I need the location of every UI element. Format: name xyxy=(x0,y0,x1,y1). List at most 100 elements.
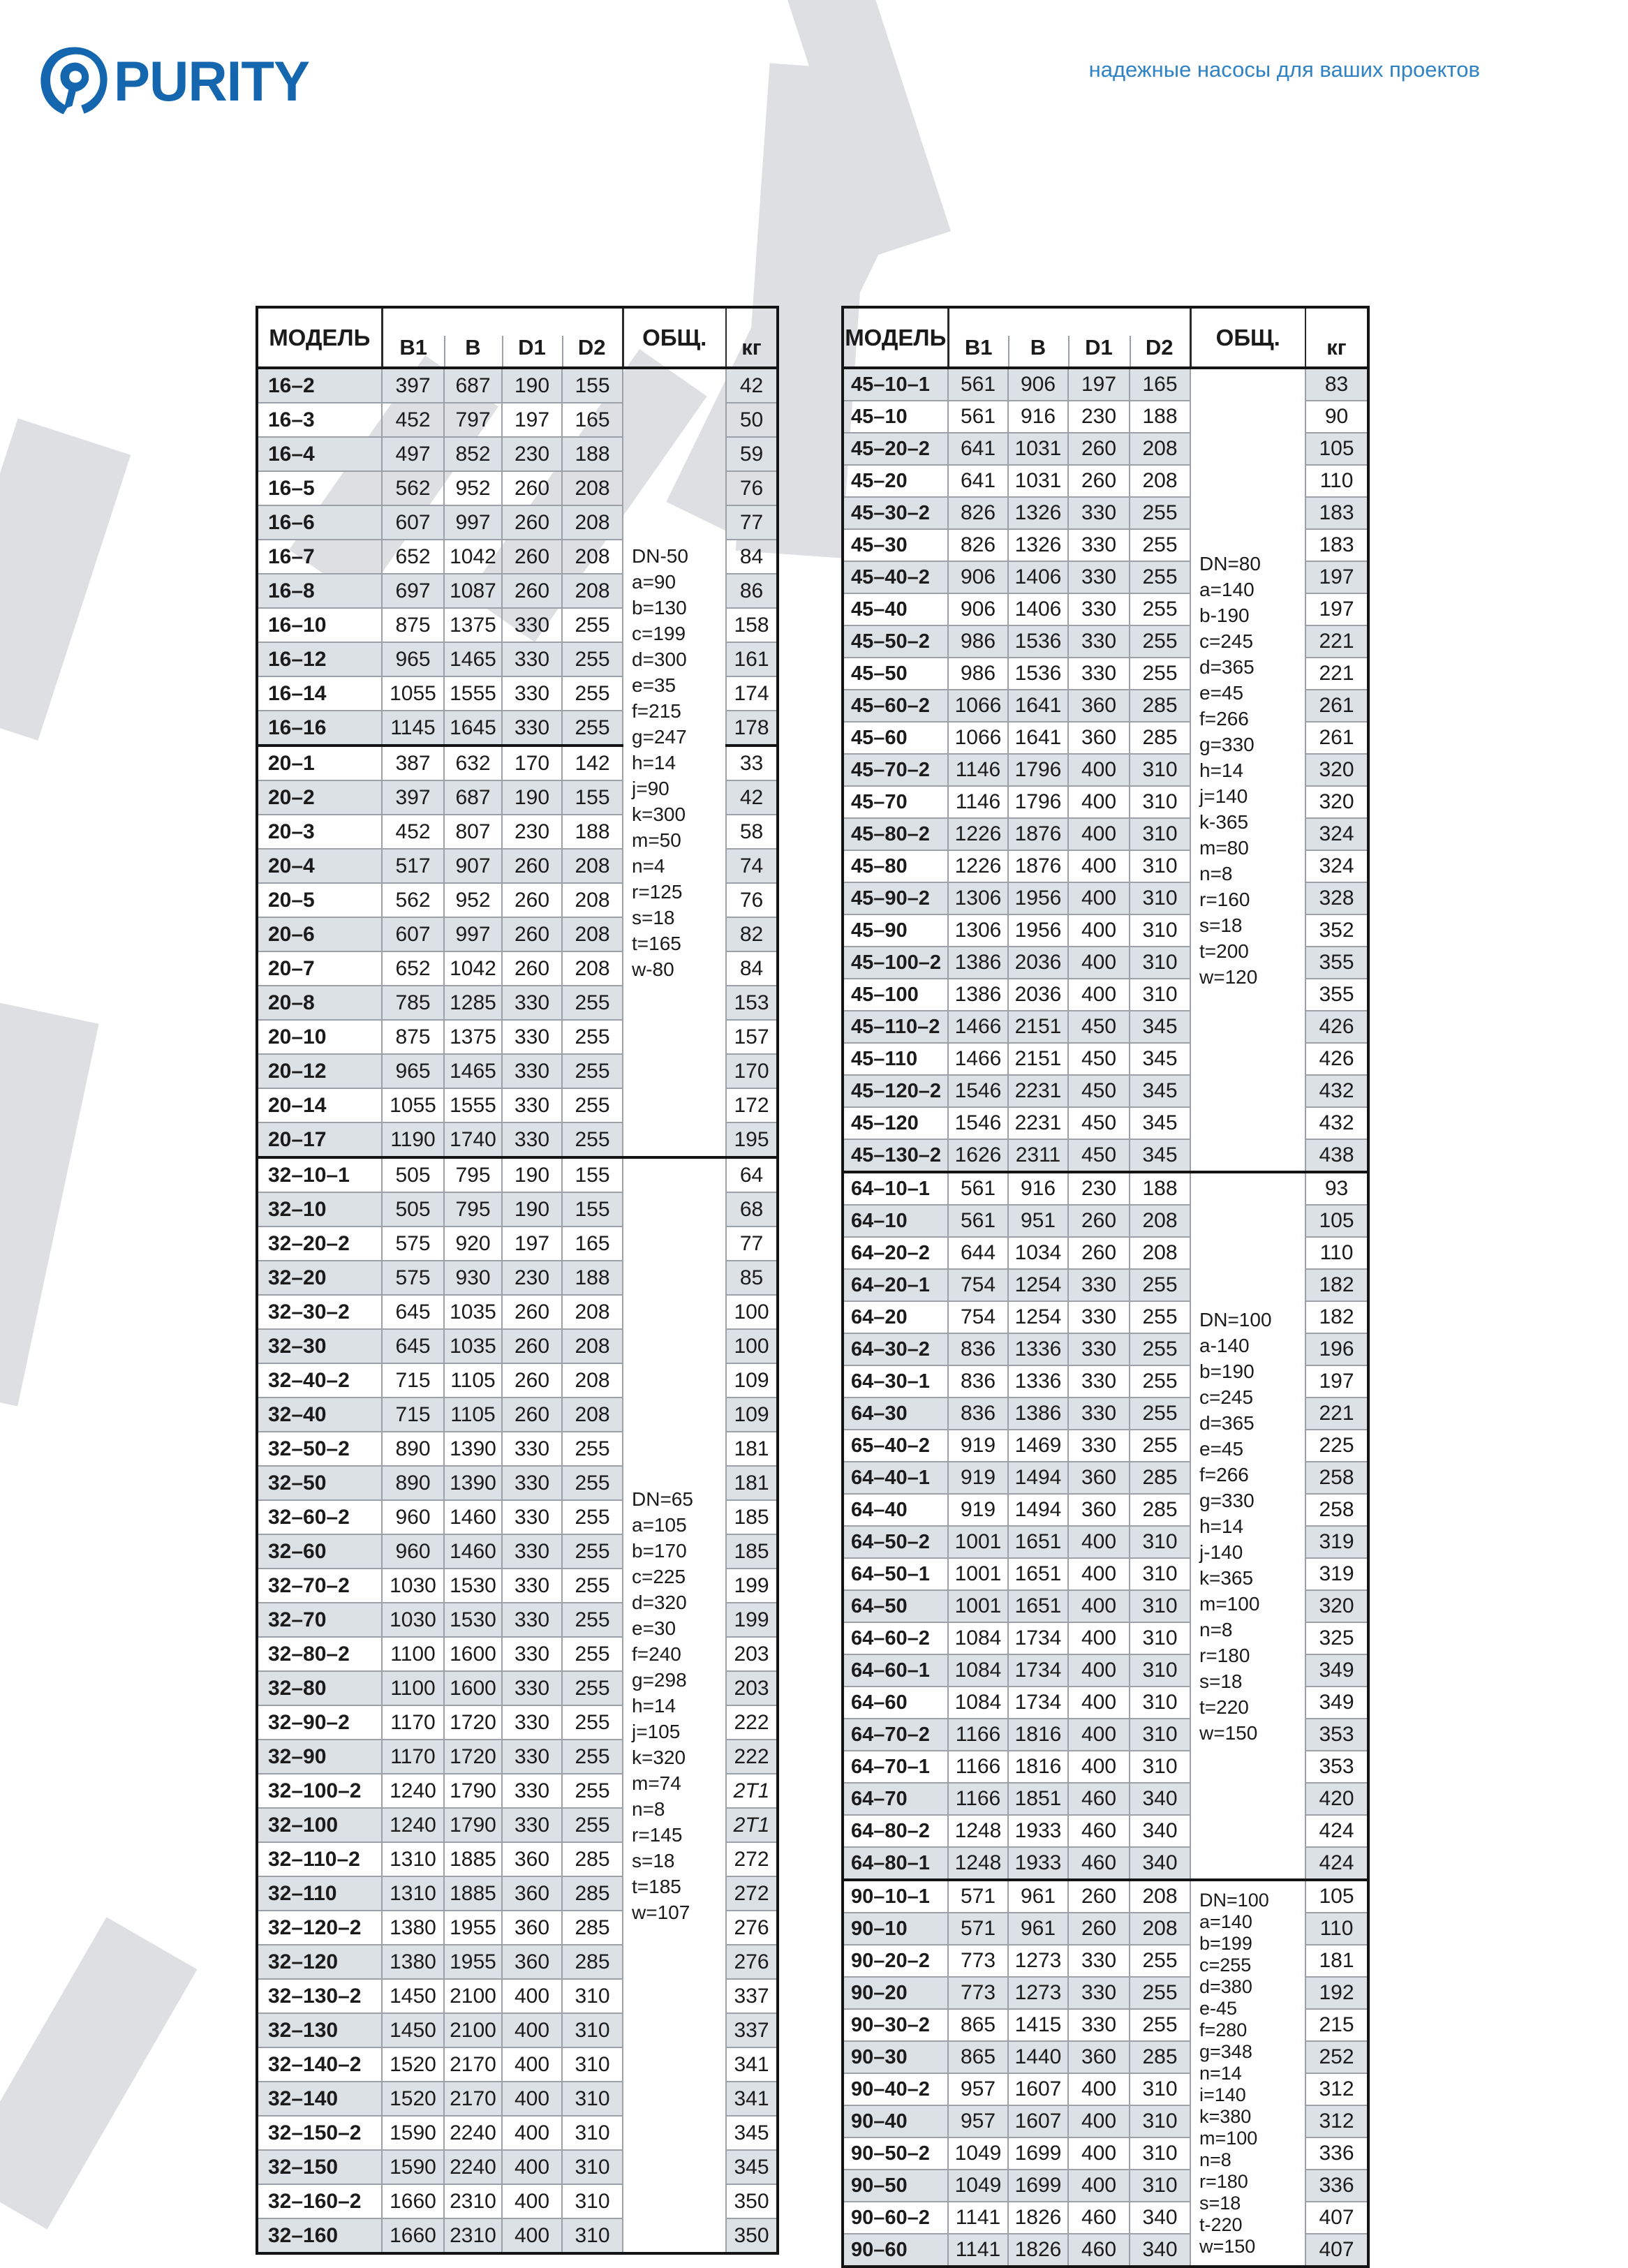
b1-cell: 1001 xyxy=(947,1525,1008,1558)
d1-cell: 330 xyxy=(1067,1429,1130,1462)
d2-cell: 255 xyxy=(1129,1944,1190,1977)
model-cell: 32–20 xyxy=(257,1260,382,1295)
d1-cell: 360 xyxy=(1067,2040,1130,2073)
d2-cell: 310 xyxy=(1129,1622,1190,1654)
table-row: 16–8 697 1087 260 208 86 xyxy=(257,573,778,608)
model-cell: 20–4 xyxy=(257,848,382,883)
b-cell: 1035 xyxy=(443,1328,502,1363)
d2-cell: 310 xyxy=(561,2149,623,2184)
table-row: 64–60 1084 1734 400 310 349 xyxy=(843,1686,1368,1719)
d2-cell: 310 xyxy=(561,2218,623,2253)
b1-cell: 965 xyxy=(381,642,444,676)
d1-cell: 190 xyxy=(501,780,562,815)
model-cell: 32–30 xyxy=(257,1328,382,1363)
watermark-stroke xyxy=(0,418,131,741)
model-cell: 64–60–1 xyxy=(843,1654,948,1687)
kg-cell: 85 xyxy=(725,1260,778,1295)
d1-cell: 400 xyxy=(501,2184,562,2218)
table-row: 64–30–1 836 1336 330 255 197 xyxy=(843,1365,1368,1398)
table-row: 20–14 1055 1555 330 255 172 xyxy=(257,1088,778,1122)
d1-cell: 360 xyxy=(501,1841,562,1876)
d1-cell: 230 xyxy=(501,1260,562,1295)
d1-cell: 260 xyxy=(501,539,562,574)
d2-cell: 255 xyxy=(561,1053,623,1088)
kg-cell: 438 xyxy=(1305,1139,1368,1172)
d1-cell: 400 xyxy=(1067,817,1130,850)
b1-cell: 497 xyxy=(381,436,444,471)
b-cell: 1375 xyxy=(443,607,502,642)
kg-cell: 349 xyxy=(1305,1686,1368,1719)
table-row: 45–120 1546 2231 450 345 432 xyxy=(843,1106,1368,1139)
d1-cell: 400 xyxy=(1067,2073,1130,2105)
model-cell: 32–80 xyxy=(257,1670,382,1705)
model-cell: 32–50–2 xyxy=(257,1431,382,1466)
table-row: 45–70–2 1146 1796 400 310 320 xyxy=(843,753,1368,786)
b-cell: 1530 xyxy=(443,1602,502,1637)
d1-cell: 230 xyxy=(1067,1171,1130,1205)
b1-cell: 1306 xyxy=(947,914,1008,947)
kg-cell: 109 xyxy=(725,1397,778,1432)
b1-cell: 644 xyxy=(947,1236,1008,1269)
table-row: 45–30 826 1326 330 255 183 xyxy=(843,528,1368,561)
d1-cell: 400 xyxy=(1067,1718,1130,1751)
b-cell: 1816 xyxy=(1007,1750,1068,1783)
model-cell: 90–30 xyxy=(843,2040,948,2073)
d1-cell: 330 xyxy=(1067,528,1130,561)
model-cell: 45–100–2 xyxy=(843,946,948,979)
b1-cell: 1100 xyxy=(381,1670,444,1705)
d2-cell: 255 xyxy=(1129,625,1190,658)
d2-cell: 310 xyxy=(561,2013,623,2047)
kg-cell: 420 xyxy=(1305,1782,1368,1815)
model-cell: 90–40 xyxy=(843,2105,948,2137)
b-cell: 1720 xyxy=(443,1705,502,1740)
kg-cell: 64 xyxy=(725,1156,778,1192)
d1-cell: 197 xyxy=(1067,368,1130,401)
d1-cell: 450 xyxy=(1067,1106,1130,1139)
d1-cell: 330 xyxy=(501,1465,562,1500)
d2-cell: 285 xyxy=(561,1944,623,1979)
b-cell: 1826 xyxy=(1007,2201,1068,2234)
model-cell: 32–90 xyxy=(257,1739,382,1774)
table-row: 45–20–2 641 1031 260 208 105 xyxy=(843,432,1368,465)
table-row: 32–40–2 715 1105 260 208 109 xyxy=(257,1363,778,1398)
table-row: 64–50–1 1001 1651 400 310 319 xyxy=(843,1557,1368,1590)
d1-cell: 330 xyxy=(501,1705,562,1740)
table-row: 20–6 607 997 260 208 82 xyxy=(257,917,778,951)
table-row: 32–10 505 795 190 155 68 xyxy=(257,1192,778,1226)
d2-cell: 208 xyxy=(561,1328,623,1363)
b-cell: 2311 xyxy=(1007,1139,1068,1172)
b-cell: 1796 xyxy=(1007,753,1068,786)
b-cell: 951 xyxy=(1007,1204,1068,1237)
model-cell: 64–60 xyxy=(843,1686,948,1719)
d2-cell: 255 xyxy=(561,1534,623,1569)
d1-cell: 260 xyxy=(501,470,562,505)
d1-cell: 260 xyxy=(501,1328,562,1363)
model-cell: 45–30–2 xyxy=(843,496,948,529)
table-row: 16–10 875 1375 330 255 158 xyxy=(257,607,778,642)
watermark-stroke xyxy=(0,1002,99,1407)
kg-cell: 336 xyxy=(1305,2137,1368,2170)
kg-cell: 181 xyxy=(1305,1944,1368,1977)
model-cell: 90–20 xyxy=(843,1976,948,2009)
model-cell: 45–30 xyxy=(843,528,948,561)
table-row: 16–7 652 1042 260 208 84 xyxy=(257,539,778,574)
d1-cell: 400 xyxy=(501,2149,562,2184)
kg-cell: 320 xyxy=(1305,1589,1368,1622)
b1-cell: 505 xyxy=(381,1156,444,1192)
b1-cell: 1066 xyxy=(947,689,1008,722)
model-cell: 64–70–2 xyxy=(843,1718,948,1751)
b-cell: 1885 xyxy=(443,1841,502,1876)
d2-cell: 188 xyxy=(1129,400,1190,433)
b1-cell: 1626 xyxy=(947,1139,1008,1172)
d1-cell: 400 xyxy=(1067,882,1130,914)
d2-cell: 208 xyxy=(561,951,623,986)
b1-cell: 652 xyxy=(381,539,444,574)
b-cell: 1494 xyxy=(1007,1461,1068,1494)
b-cell: 1734 xyxy=(1007,1654,1068,1687)
model-cell: 16–10 xyxy=(257,607,382,642)
b-cell: 1386 xyxy=(1007,1397,1068,1430)
model-cell: 45–100 xyxy=(843,978,948,1011)
d1-cell: 260 xyxy=(501,848,562,883)
b1-cell: 1001 xyxy=(947,1589,1008,1622)
d2-cell: 310 xyxy=(1129,2169,1190,2202)
